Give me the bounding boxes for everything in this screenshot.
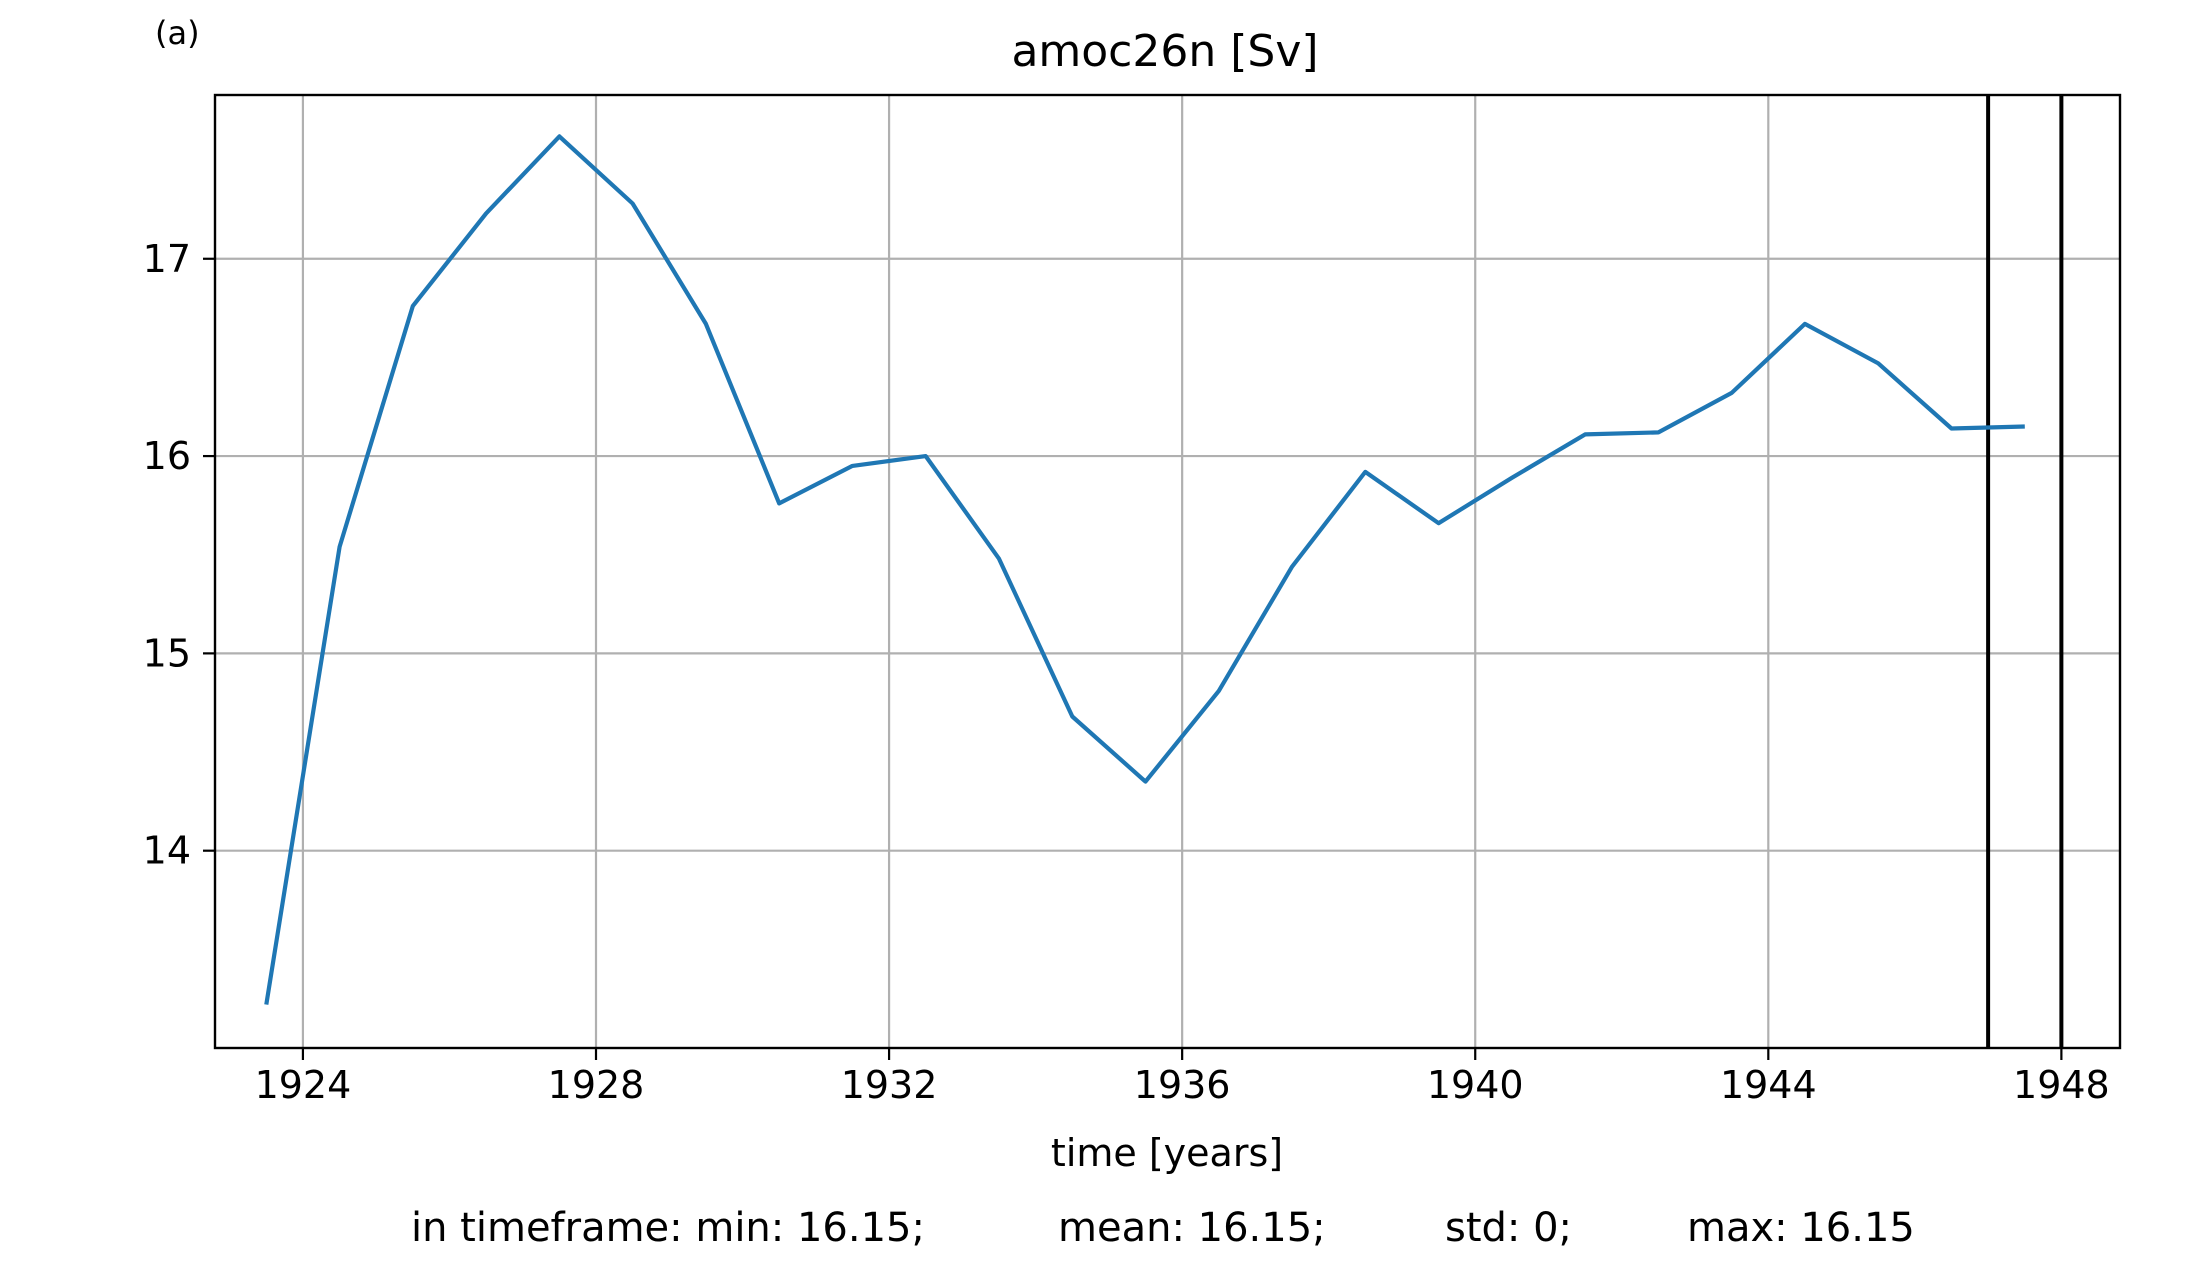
x-tick-label: 1932 xyxy=(841,1063,938,1107)
y-tick-label: 14 xyxy=(143,829,191,873)
x-tick-label: 1944 xyxy=(1720,1063,1817,1107)
y-tick-label: 15 xyxy=(143,631,191,675)
data-series xyxy=(264,134,2025,1005)
x-tick-label: 1936 xyxy=(1134,1063,1231,1107)
grid-lines xyxy=(215,95,2120,1048)
stat-std: std: 0; xyxy=(1445,1205,1573,1251)
y-tick-label: 16 xyxy=(143,434,191,478)
x-tick-label: 1924 xyxy=(255,1063,352,1107)
y-tick-label: 17 xyxy=(143,237,191,281)
x-axis-label: time [years] xyxy=(1051,1131,1283,1175)
stat-mean: mean: 16.15; xyxy=(1058,1205,1326,1251)
x-tick-label: 1948 xyxy=(2013,1063,2110,1107)
x-tick-label: 1940 xyxy=(1427,1063,1524,1107)
panel-label: (a) xyxy=(155,14,200,52)
reference-lines xyxy=(1986,95,2064,1048)
chart-title: amoc26n [Sv] xyxy=(1011,26,1318,77)
x-tick-label: 1928 xyxy=(548,1063,645,1107)
x-axis: 1924 1928 1932 1936 1940 1944 1948 xyxy=(255,1048,2110,1107)
y-axis: 14 15 16 17 xyxy=(143,237,215,873)
series-line xyxy=(264,134,2025,1005)
stat-max: max: 16.15 xyxy=(1687,1205,1915,1251)
plot-frame xyxy=(213,93,2122,1050)
stat-min: in timeframe: min: 16.15; xyxy=(411,1205,925,1251)
stats-row: in timeframe: min: 16.15; mean: 16.15; s… xyxy=(0,1205,2196,1255)
